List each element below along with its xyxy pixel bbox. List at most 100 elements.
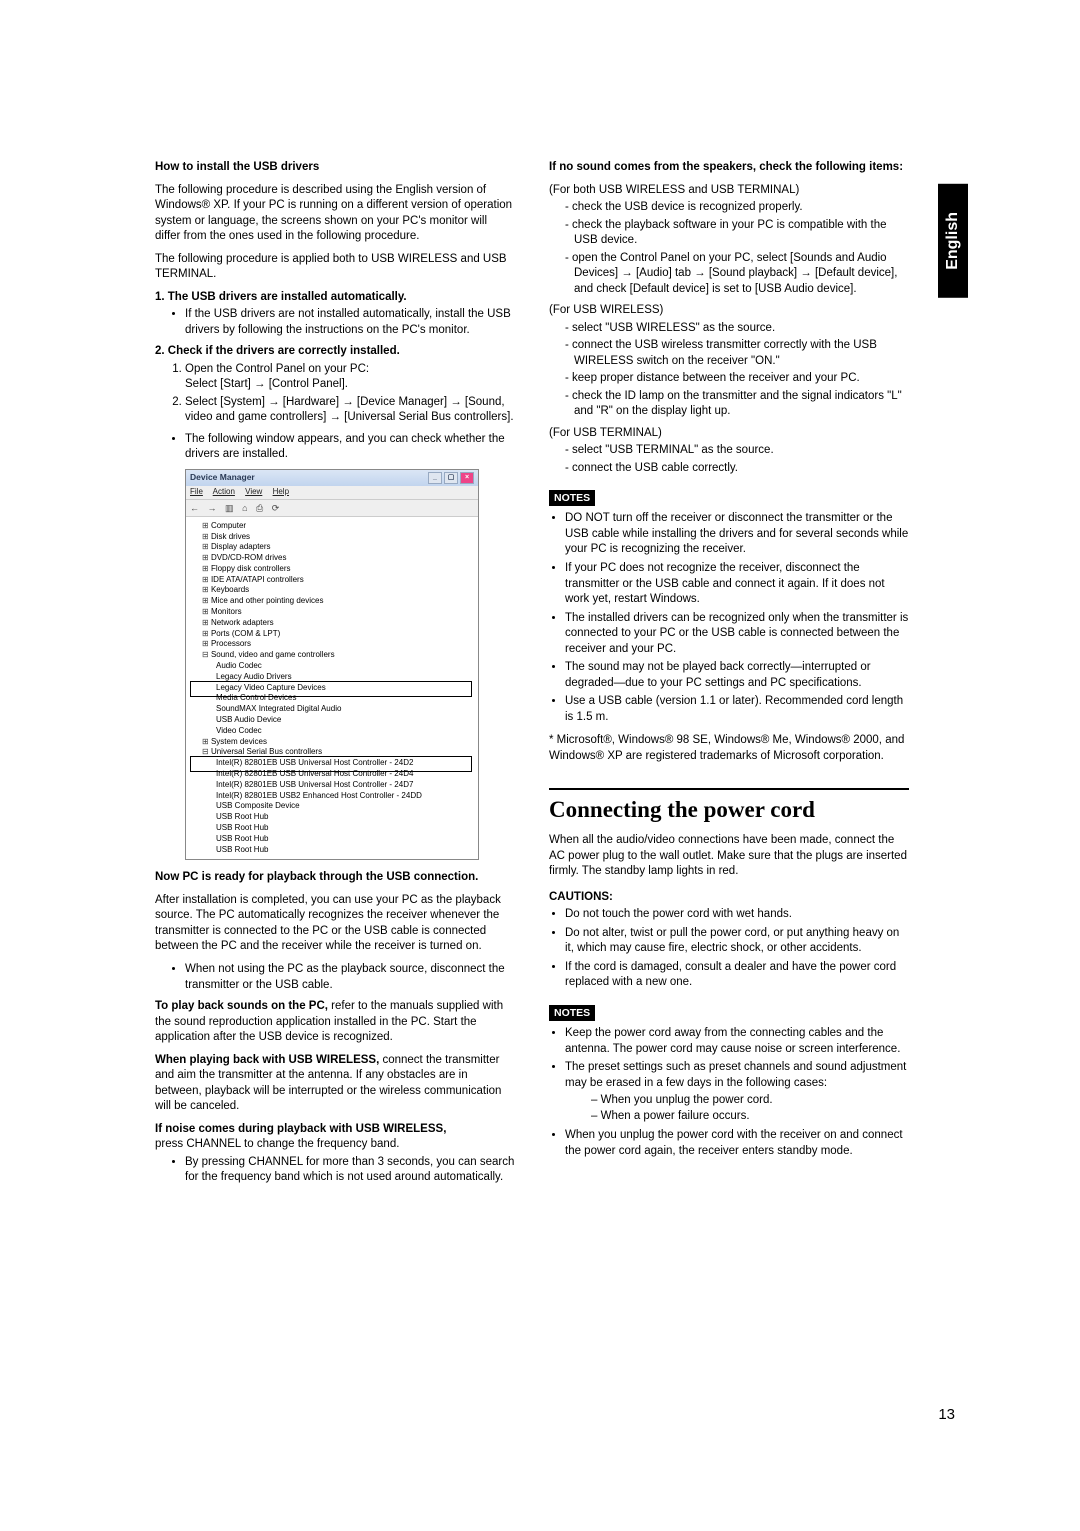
inline-bold: To play back sounds on the PC, — [155, 1000, 328, 1012]
list-item: connect the USB wireless transmitter cor… — [565, 338, 909, 369]
cautions-label: CAUTIONS: — [549, 890, 909, 906]
nosound-heading: If no sound comes from the speakers, che… — [549, 160, 909, 176]
toolbar-icon: ⎙ — [256, 503, 263, 513]
sublist: When you unplug the power cord. When a p… — [565, 1093, 909, 1124]
window-buttons: _ ▢ × — [428, 472, 474, 484]
toolbar-icon: ▥ — [225, 503, 234, 513]
window-title: Device Manager — [190, 472, 255, 483]
tree-node: USB Root Hub — [192, 834, 474, 845]
tree-node: SoundMAX Integrated Digital Audio — [192, 704, 474, 715]
tree-node-sound: Sound, video and game controllers — [192, 650, 474, 661]
close-icon: × — [460, 472, 474, 484]
tree-node: Disk drives — [192, 532, 474, 543]
text: The preset settings such as preset chann… — [565, 1061, 906, 1089]
tree-node: DVD/CD-ROM drives — [192, 553, 474, 564]
ready-heading: Now PC is ready for playback through the… — [155, 870, 515, 886]
menu-help: Help — [273, 487, 289, 496]
tree-node: USB Root Hub — [192, 812, 474, 823]
menu-action: Action — [213, 487, 235, 496]
toolbar-icon: → — [208, 503, 217, 513]
list-item: select "USB WIRELESS" as the source. — [565, 321, 909, 337]
right-column: If no sound comes from the speakers, che… — [549, 160, 909, 1192]
tree-node: IDE ATA/ATAPI controllers — [192, 575, 474, 586]
list-item: If your PC does not recognize the receiv… — [565, 561, 909, 608]
page-number: 13 — [938, 1406, 955, 1423]
page: English How to install the USB drivers T… — [0, 0, 1080, 1531]
step2-heading: 2. Check if the drivers are correctly in… — [155, 344, 515, 360]
tree-node: Computer — [192, 521, 474, 532]
list-item: The sound may not be played back correct… — [565, 660, 909, 691]
language-tab: English — [938, 184, 968, 298]
list-item: Select [System] → [Hardware] → [Device M… — [185, 395, 515, 426]
list-item: By pressing CHANNEL for more than 3 seco… — [185, 1155, 515, 1186]
device-manager-screenshot: Device Manager _ ▢ × File Action View He… — [185, 469, 479, 861]
section-title: Connecting the power cord — [549, 788, 909, 825]
paragraph: If noise comes during playback with USB … — [155, 1122, 515, 1153]
list-item: If the cord is damaged, consult a dealer… — [565, 960, 909, 991]
notes-label: NOTES — [549, 1005, 595, 1021]
subheading: (For USB TERMINAL) — [549, 426, 909, 442]
subheading: (For both USB WIRELESS and USB TERMINAL) — [549, 183, 909, 199]
tree-node: Intel(R) 82801EB USB2 Enhanced Host Cont… — [192, 791, 474, 802]
list-item: open the Control Panel on your PC, selec… — [565, 251, 909, 298]
tree-node: Mice and other pointing devices — [192, 596, 474, 607]
paragraph: To play back sounds on the PC, refer to … — [155, 999, 515, 1046]
bullet-list: By pressing CHANNEL for more than 3 seco… — [155, 1155, 515, 1186]
list-item: Keep the power cord away from the connec… — [565, 1026, 909, 1057]
list-item: DO NOT turn off the receiver or disconne… — [565, 511, 909, 558]
paragraph: When playing back with USB WIRELESS, con… — [155, 1053, 515, 1115]
paragraph: The following procedure is described usi… — [155, 183, 515, 245]
step1-heading: 1. The USB drivers are installed automat… — [155, 290, 515, 306]
list-item: Use a USB cable (version 1.1 or later). … — [565, 694, 909, 725]
subheading: (For USB WIRELESS) — [549, 303, 909, 319]
step2-bullets: The following window appears, and you ca… — [155, 432, 515, 463]
tree-node: Floppy disk controllers — [192, 564, 474, 575]
tree-node: Intel(R) 82801EB USB Universal Host Cont… — [192, 780, 474, 791]
toolbar-icon: ← — [190, 503, 199, 513]
list-item: The following window appears, and you ca… — [185, 432, 515, 463]
maximize-icon: ▢ — [444, 472, 458, 484]
list-item: check the USB device is recognized prope… — [565, 200, 909, 216]
menu-view: View — [245, 487, 262, 496]
list-item: Do not touch the power cord with wet han… — [565, 907, 909, 923]
menu-file: File — [190, 487, 203, 496]
tree-node: Network adapters — [192, 618, 474, 629]
minimize-icon: _ — [428, 472, 442, 484]
tree-node: Processors — [192, 639, 474, 650]
tree-node: USB Root Hub — [192, 823, 474, 834]
tree-node: Display adapters — [192, 542, 474, 553]
tree-node: System devices — [192, 737, 474, 748]
notes-list-2: Keep the power cord away from the connec… — [549, 1026, 909, 1159]
inline-bold: If noise comes during playback with USB … — [155, 1123, 446, 1135]
toolbar-icon: ⟳ — [272, 503, 280, 513]
tree-node: Ports (COM & LPT) — [192, 629, 474, 640]
notes-list: DO NOT turn off the receiver or disconne… — [549, 511, 909, 725]
tree-node: Keyboards — [192, 585, 474, 596]
text: Select [Start] → [Control Panel]. — [185, 378, 348, 390]
list-item: When you unplug the power cord with the … — [565, 1128, 909, 1159]
list-item: connect the USB cable correctly. — [565, 461, 909, 477]
list-item: check the playback software in your PC i… — [565, 218, 909, 249]
trademark-note: * Microsoft®, Windows® 98 SE, Windows® M… — [549, 733, 909, 764]
list-item: keep proper distance between the receive… — [565, 371, 909, 387]
notes-label: NOTES — [549, 490, 595, 506]
menubar: File Action View Help — [186, 486, 478, 499]
step1-bullets: If the USB drivers are not installed aut… — [155, 307, 515, 338]
inline-bold: When playing back with USB WIRELESS, — [155, 1054, 379, 1066]
highlight-box-2 — [190, 756, 472, 772]
paragraph: The following procedure is applied both … — [155, 252, 515, 283]
list-item: Do not alter, twist or pull the power co… — [565, 926, 909, 957]
window-titlebar: Device Manager _ ▢ × — [186, 470, 478, 486]
text: press CHANNEL to change the frequency ba… — [155, 1138, 399, 1150]
tree-node: USB Root Hub — [192, 845, 474, 856]
paragraph: After installation is completed, you can… — [155, 893, 515, 955]
highlight-box-1 — [190, 681, 472, 697]
tree-node: Audio Codec — [192, 661, 474, 672]
list-item: If the USB drivers are not installed aut… — [185, 307, 515, 338]
two-column-layout: How to install the USB drivers The follo… — [155, 160, 970, 1192]
tree-node: Video Codec — [192, 726, 474, 737]
cautions-list: Do not touch the power cord with wet han… — [549, 907, 909, 991]
toolbar: ← → ▥ ⌂ ⎙ ⟳ — [186, 499, 478, 517]
tree-node: USB Composite Device — [192, 801, 474, 812]
list-item: The preset settings such as preset chann… — [565, 1060, 909, 1124]
